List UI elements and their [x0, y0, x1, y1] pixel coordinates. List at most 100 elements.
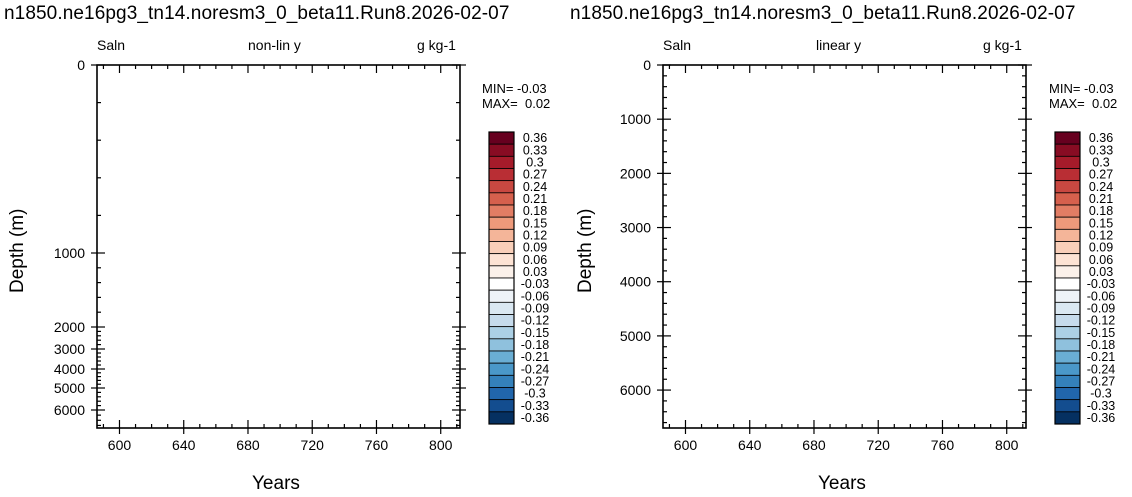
x-tick-label: 640	[172, 437, 196, 453]
y-tick-label: 2000	[620, 165, 651, 181]
colorbar-label: -0.33	[521, 399, 550, 413]
x-tick-label: 640	[738, 437, 762, 453]
colorbar-label: -0.03	[1087, 277, 1116, 291]
colorbar-box	[1054, 326, 1081, 340]
plot-title: n1850.ne16pg3_tn14.noresm3_0_beta11.Run8…	[570, 3, 1076, 24]
colorbar-box	[488, 204, 515, 218]
colorbar-box	[488, 338, 515, 352]
colorbar-label: -0.06	[1087, 289, 1116, 303]
colorbar-label: -0.36	[521, 411, 550, 425]
colorbar-box	[1054, 180, 1081, 194]
colorbar-box	[1054, 338, 1081, 352]
colorbar-frame	[488, 131, 515, 425]
colorbar-box	[1054, 301, 1081, 315]
x-tick-label: 720	[301, 437, 325, 453]
colorbar-label: 0.12	[1089, 229, 1113, 243]
colorbar-label: 0.18	[523, 204, 547, 218]
colorbar-label: -0.09	[1087, 302, 1116, 316]
colorbar-box	[488, 277, 515, 291]
min-label: MIN= -0.03	[482, 81, 547, 96]
colorbar-label: -0.15	[1087, 326, 1116, 340]
colorbar-box	[488, 241, 515, 255]
x-axis-label: Years	[252, 473, 300, 494]
y-tick-label: 5000	[620, 328, 651, 344]
axis-scale-label: linear y	[816, 37, 862, 53]
max-label: MAX= 0.02	[482, 96, 551, 111]
x-tick-label: 680	[236, 437, 260, 453]
colorbar-box	[488, 192, 515, 206]
plot-title: n1850.ne16pg3_tn14.noresm3_0_beta11.Run8…	[4, 3, 510, 24]
y-tick-label: 6000	[54, 402, 85, 418]
y-tick-label: 6000	[620, 382, 651, 398]
colorbar-box	[488, 216, 515, 230]
colorbar-box	[488, 228, 515, 242]
variable-label: Saln	[97, 37, 126, 53]
colorbar-label: -0.3	[1090, 387, 1112, 401]
colorbar-label: -0.03	[521, 277, 550, 291]
colorbar-box	[1054, 314, 1081, 328]
colorbar-label: -0.12	[521, 314, 550, 328]
colorbar-label: -0.27	[521, 375, 550, 389]
colorbar-box	[1054, 265, 1081, 279]
y-tick-label: 4000	[620, 274, 651, 290]
colorbar-box	[1054, 155, 1081, 169]
colorbar-box	[488, 387, 515, 401]
colorbar-label: 0.27	[1089, 168, 1113, 182]
colorbar-label: -0.21	[521, 350, 550, 364]
y-tick-label: 0	[77, 57, 85, 73]
axis-scale-label: non-lin y	[248, 37, 301, 53]
colorbar-label: -0.09	[521, 302, 550, 316]
colorbar-label: 0.27	[523, 168, 547, 182]
colorbar-label: 0.18	[1089, 204, 1113, 218]
colorbar-label: 0.36	[523, 131, 547, 145]
colorbar-label: 0.24	[1089, 180, 1113, 194]
colorbar-label: 0.36	[1089, 131, 1113, 145]
min-label: MIN= -0.03	[1049, 81, 1114, 96]
colorbar-label: 0.3	[526, 156, 543, 170]
colorbar-label: -0.3	[524, 387, 546, 401]
colorbar-box	[1054, 228, 1081, 242]
colorbar-box	[488, 180, 515, 194]
x-tick-label: 720	[867, 437, 891, 453]
colorbar-box	[1054, 168, 1081, 182]
colorbar-frame	[1054, 131, 1081, 425]
colorbar-label: 0.24	[523, 180, 547, 194]
chart-svg: 600 640 680 720 760 800 0 1000 2000 3000 4000 5000 6…	[54, 57, 550, 453]
colorbar-box	[1054, 204, 1081, 218]
x-axis-label: Years	[818, 473, 866, 494]
colorbar-box	[1054, 241, 1081, 255]
y-tick-label: 3000	[54, 341, 85, 357]
colorbar-box	[488, 326, 515, 340]
plot-frame	[96, 64, 461, 429]
colorbar-box	[488, 131, 515, 145]
colorbar-box	[1054, 277, 1081, 291]
x-tick-label: 600	[108, 437, 132, 453]
colorbar-label: -0.18	[1087, 338, 1116, 352]
colorbar-box	[488, 155, 515, 169]
y-tick-label: 0	[643, 57, 651, 73]
colorbar-label: -0.27	[1087, 375, 1116, 389]
colorbar-box	[488, 374, 515, 388]
colorbar-box	[1054, 253, 1081, 267]
colorbar-label: 0.33	[523, 143, 547, 157]
chart-svg: 600 640 680 720 760 800 0 1000 2000 3000 4000 5000 6…	[620, 57, 1116, 453]
colorbar-box	[488, 411, 515, 425]
x-tick-label: 760	[365, 437, 389, 453]
colorbar-label: -0.15	[521, 326, 550, 340]
colorbar-box	[488, 289, 515, 303]
colorbar-box	[1054, 192, 1081, 206]
colorbar-label: -0.24	[521, 362, 550, 376]
colorbar-label: 0.15	[1089, 216, 1113, 230]
colorbar-label: 0.06	[523, 253, 547, 267]
colorbar-box	[1054, 216, 1081, 230]
colorbar-box	[488, 301, 515, 315]
colorbar-box	[488, 350, 515, 364]
colorbar-box	[1054, 399, 1081, 413]
x-tick-label: 680	[802, 437, 826, 453]
colorbar-label: 0.09	[1089, 241, 1113, 255]
colorbar-box	[1054, 362, 1081, 376]
variable-label: Saln	[663, 37, 692, 53]
colorbar-label: -0.33	[1087, 399, 1116, 413]
colorbar-box	[488, 362, 515, 376]
x-tick-label: 760	[931, 437, 955, 453]
